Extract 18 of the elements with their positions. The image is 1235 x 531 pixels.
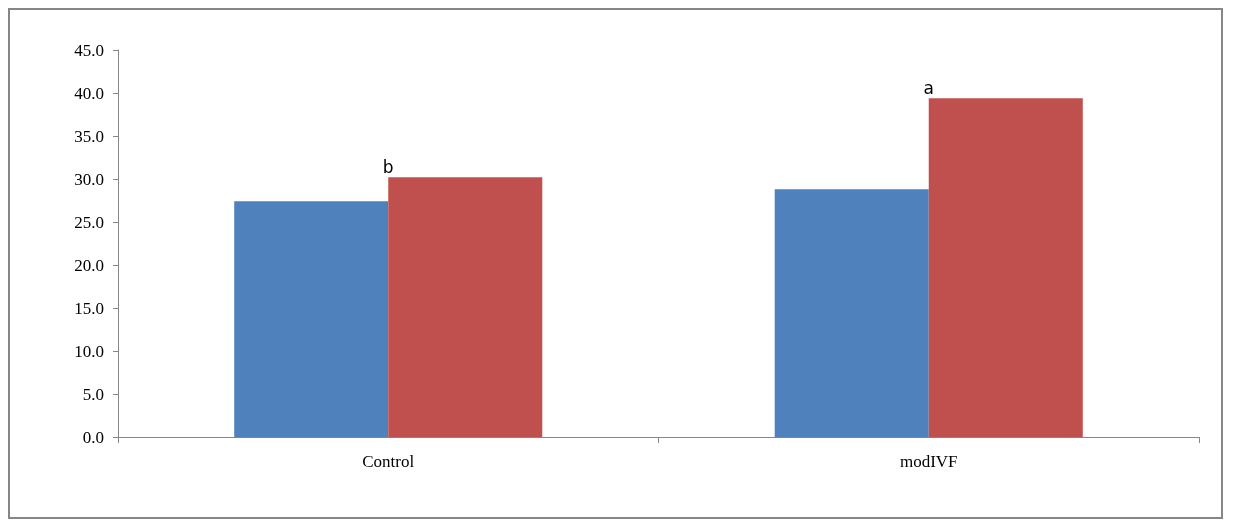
annotation: a [923, 77, 934, 98]
bar [774, 189, 929, 437]
y-tick-label: 15.0 [74, 298, 104, 318]
x-tick-label: modIVF [899, 452, 958, 471]
bar [928, 98, 1083, 437]
y-tick-label: 0.0 [82, 427, 104, 447]
x-tick-label: Control [362, 452, 415, 471]
y-tick-label: 10.0 [74, 341, 104, 361]
y-tick-label: 5.0 [82, 384, 104, 404]
bar [388, 177, 543, 437]
annotation: b [382, 156, 394, 177]
y-tick-label: 20.0 [74, 255, 104, 275]
y-tick-label: 35.0 [74, 126, 104, 146]
bar [234, 201, 389, 437]
y-tick-label: 40.0 [74, 83, 104, 103]
y-tick-label: 25.0 [74, 212, 104, 232]
y-tick-label: 45.0 [74, 40, 104, 60]
y-tick-label: 30.0 [74, 169, 104, 189]
